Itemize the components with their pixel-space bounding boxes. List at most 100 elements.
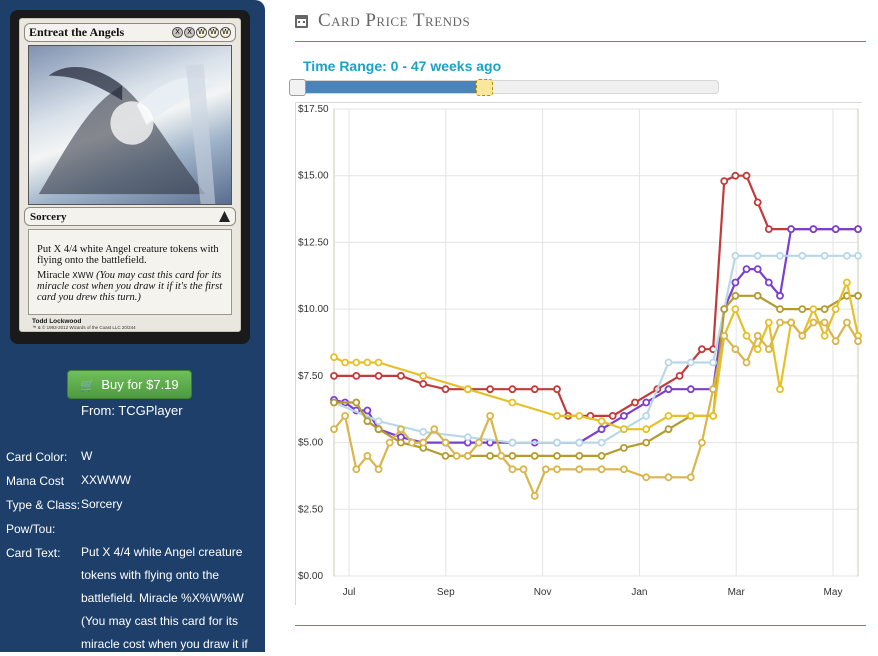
data-point (575, 438, 584, 447)
detail-label: Card Color: (6, 450, 68, 464)
data-point (619, 443, 628, 452)
data-point (697, 345, 706, 354)
detail-label: Pow/Tou: (6, 522, 56, 536)
data-point (720, 305, 729, 314)
card-details: Card Color: W Mana Cost XXWWW Type & Cla… (6, 445, 257, 656)
mana-cost-symbols: X X W W W (172, 27, 231, 38)
data-point (486, 411, 495, 420)
x-tick-label: Nov (534, 587, 552, 598)
set-symbol-icon (219, 211, 230, 222)
miracle-cost: XWW (72, 271, 94, 280)
buy-button[interactable]: 🛒 Buy for $7.19 (67, 370, 192, 399)
data-point (820, 305, 829, 314)
card-type-bar: Sorcery (24, 207, 236, 226)
y-tick-label: $17.50 (298, 104, 329, 115)
detail-row-mana-cost: Mana Cost XXWWW (6, 469, 257, 493)
data-point (854, 291, 862, 300)
data-point (731, 345, 740, 354)
card-image: Entreat the Angels X X W W W (10, 10, 250, 344)
data-point (664, 473, 673, 482)
x-tick-label: Jul (343, 587, 356, 598)
data-point (419, 371, 428, 380)
data-point (843, 278, 851, 287)
data-point (619, 411, 628, 420)
card-title-bar: Entreat the Angels X X W W W (24, 23, 236, 42)
data-point (363, 451, 372, 460)
card-type-line: Sorcery (30, 210, 67, 223)
data-point (686, 411, 695, 420)
data-point (787, 318, 796, 327)
data-point (419, 379, 428, 388)
data-point (508, 398, 517, 407)
data-point (330, 425, 338, 434)
data-point (642, 473, 651, 482)
detail-row-color: Card Color: W (6, 445, 257, 469)
data-point (776, 385, 784, 394)
section-header: Card Price Trends (295, 10, 470, 32)
data-point (508, 438, 517, 447)
y-tick-label: $10.00 (298, 304, 329, 315)
data-point (854, 251, 862, 260)
calendar-icon (295, 14, 308, 28)
data-point (352, 398, 361, 407)
price-trend-chart: $0.00 $2.50 $5.00 $7.50 $10.00 $12.50 $15.00 $1… (295, 102, 863, 606)
data-point (675, 371, 684, 380)
data-point (341, 358, 349, 367)
mana-symbol-white: W (208, 27, 219, 38)
data-point (397, 425, 405, 434)
divider (295, 625, 866, 626)
mana-symbol-x: X (184, 27, 195, 38)
data-point (553, 411, 561, 420)
data-point (809, 318, 818, 327)
detail-row-type: Type & Class: Sorcery (6, 493, 257, 517)
chart-svg: $0.00 $2.50 $5.00 $7.50 $10.00 $12.50 $15.00 $1… (296, 103, 863, 606)
y-tick-label: $15.00 (298, 171, 329, 182)
data-point (798, 331, 807, 340)
data-point (352, 465, 361, 474)
data-point (831, 337, 840, 346)
slider-handle-end[interactable] (476, 79, 493, 96)
data-point (731, 171, 740, 180)
data-point (363, 417, 372, 426)
data-point (709, 358, 718, 367)
data-point (720, 331, 729, 340)
data-point (664, 425, 673, 434)
slider-handle-start[interactable] (289, 79, 306, 96)
slider-fill (296, 81, 484, 93)
data-point (474, 438, 483, 447)
data-point (731, 305, 740, 314)
data-point (463, 385, 472, 394)
card-text-box: Put X 4/4 white Angel creature tokens wi… (28, 229, 232, 315)
detail-label: Card Text: (6, 546, 61, 560)
data-point (330, 371, 338, 380)
data-point (731, 291, 740, 300)
data-point (553, 385, 561, 394)
card-artwork (28, 45, 232, 205)
data-point (530, 491, 539, 500)
section-title: Card Price Trends (318, 10, 471, 31)
data-point (843, 318, 851, 327)
y-tick-label: $5.00 (298, 438, 323, 449)
data-point (597, 465, 606, 474)
data-point (608, 411, 617, 420)
time-range-slider[interactable] (289, 79, 719, 96)
data-point (720, 177, 729, 185)
data-point (742, 265, 751, 274)
data-point (664, 411, 673, 420)
x-tick-label: May (824, 587, 843, 598)
data-point (519, 465, 528, 474)
data-point (553, 465, 561, 474)
data-point (374, 417, 383, 426)
data-point (776, 251, 784, 260)
data-point (441, 438, 450, 447)
mana-symbol-x: X (172, 27, 183, 38)
data-point (753, 251, 762, 260)
buy-button-label: Buy for $7.19 (101, 377, 179, 392)
data-point (764, 318, 773, 327)
detail-value: XXWWW (81, 473, 131, 487)
data-point (697, 438, 706, 447)
mana-symbol-white: W (196, 27, 207, 38)
data-point (486, 451, 495, 460)
data-point (575, 465, 584, 474)
data-point (463, 451, 472, 460)
